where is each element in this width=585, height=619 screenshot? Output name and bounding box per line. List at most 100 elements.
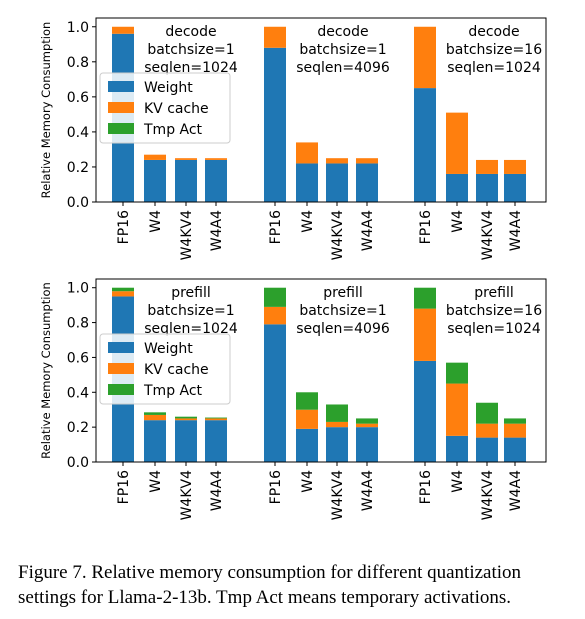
bar-segment xyxy=(414,361,436,462)
bar-segment xyxy=(414,88,436,202)
group-annotation: decode xyxy=(317,24,368,40)
y-axis-label: Relative Memory Consumption xyxy=(39,282,53,459)
bar-segment xyxy=(144,420,166,462)
y-tick-label: 0.0 xyxy=(67,455,89,471)
x-tick-label: FP16 xyxy=(268,210,284,244)
bar-segment xyxy=(356,163,378,202)
bar-segment xyxy=(296,142,318,163)
x-tick-label: FP16 xyxy=(116,210,132,244)
group-annotation: prefill xyxy=(323,285,363,301)
bar-segment xyxy=(144,160,166,202)
bar-segment xyxy=(296,163,318,202)
x-tick-label: W4A4 xyxy=(209,470,225,511)
x-tick-label: W4 xyxy=(450,210,466,233)
legend-label: Tmp Act xyxy=(143,383,203,399)
y-tick-label: 0.2 xyxy=(67,160,89,176)
bar-segment xyxy=(326,422,348,427)
bar-segment xyxy=(205,160,227,202)
bar-segment xyxy=(296,392,318,409)
bar-segment xyxy=(356,424,378,427)
bar-segment xyxy=(264,307,286,324)
x-tick-label: W4A4 xyxy=(508,210,524,251)
bar-segment xyxy=(144,155,166,160)
bar-segment xyxy=(446,113,468,174)
group-annotation: decode xyxy=(165,24,216,40)
bar-segment xyxy=(504,174,526,202)
bar-segment xyxy=(296,429,318,462)
x-tick-label: FP16 xyxy=(418,470,434,504)
x-tick-label: W4 xyxy=(148,470,164,493)
y-tick-label: 0.8 xyxy=(67,55,89,71)
bar-segment xyxy=(144,412,166,415)
figure-charts: 0.0 0.2 0.4 0.6 0.8 1.0 Relative Memory Consum… xyxy=(0,0,585,555)
bar-segment xyxy=(264,48,286,202)
bar-segment xyxy=(296,410,318,429)
bar-segment xyxy=(175,417,197,419)
group-annotation: batchsize=16 xyxy=(446,42,542,58)
bar-segment xyxy=(414,288,436,309)
bar-segment xyxy=(205,158,227,160)
group-annotation: batchsize=1 xyxy=(147,42,234,58)
x-tick-label: W4KV4 xyxy=(179,210,195,261)
group-annotation: prefill xyxy=(171,285,211,301)
y-tick-label: 0.8 xyxy=(67,316,89,332)
group-annotation: seqlen=4096 xyxy=(296,60,390,76)
x-tick-label: W4A4 xyxy=(508,470,524,511)
x-tick-label: W4 xyxy=(300,210,316,233)
x-tick-label: W4 xyxy=(300,470,316,493)
bar-segment xyxy=(264,27,286,48)
x-tick-label: FP16 xyxy=(116,470,132,504)
bar-segment xyxy=(504,418,526,423)
y-tick-label: 0.6 xyxy=(67,350,89,366)
bar-segment xyxy=(175,418,197,420)
bar-segment xyxy=(112,291,134,296)
x-tick-label: W4 xyxy=(148,210,164,233)
bar-segment xyxy=(476,174,498,202)
x-tick-label: W4KV4 xyxy=(480,470,496,521)
bar-segment xyxy=(326,404,348,421)
bar-segment xyxy=(414,309,436,361)
bar-segment xyxy=(205,418,227,419)
bar-segment xyxy=(504,424,526,438)
x-tick-label: W4A4 xyxy=(209,210,225,251)
bar-segment xyxy=(112,288,134,291)
x-tick-label: W4KV4 xyxy=(179,470,195,521)
group-annotation: batchsize=1 xyxy=(299,303,386,319)
bar-segment xyxy=(356,418,378,423)
bar-segment xyxy=(326,163,348,202)
x-tick-label: W4KV4 xyxy=(480,210,496,261)
bar-segment xyxy=(504,438,526,462)
group-annotation: seqlen=1024 xyxy=(447,321,541,337)
legend-label: KV cache xyxy=(144,101,209,117)
bar-segment xyxy=(446,174,468,202)
bar-segment xyxy=(504,160,526,174)
x-tick-label: W4A4 xyxy=(360,470,376,511)
bar-segment xyxy=(356,427,378,462)
y-tick-label: 0.4 xyxy=(67,125,89,141)
group-annotation: seqlen=1024 xyxy=(447,60,541,76)
y-tick-label: 0.4 xyxy=(67,385,89,401)
group-annotation: batchsize=16 xyxy=(446,303,542,319)
bar-segment xyxy=(264,288,286,307)
legend-swatch xyxy=(108,102,134,113)
legend-label: Weight xyxy=(144,80,193,96)
bar-segment xyxy=(264,324,286,462)
legend-label: Weight xyxy=(144,341,193,357)
bar-segment xyxy=(144,415,166,420)
legend-swatch xyxy=(108,81,134,92)
y-tick-label: 1.0 xyxy=(67,281,89,297)
bar-segment xyxy=(326,158,348,163)
figure-caption: Figure 7. Relative memory consumption fo… xyxy=(18,560,578,610)
legend-swatch xyxy=(108,384,134,395)
y-tick-label: 1.0 xyxy=(67,20,89,36)
group-annotation: seqlen=4096 xyxy=(296,321,390,337)
bar-segment xyxy=(446,436,468,462)
y-axis-label: Relative Memory Consumption xyxy=(39,22,53,199)
x-tick-label: FP16 xyxy=(268,470,284,504)
bar-segment xyxy=(476,403,498,424)
y-tick-label: 0.2 xyxy=(67,420,89,436)
bar-segment xyxy=(476,424,498,438)
bar-segment xyxy=(326,427,348,462)
bar-segment xyxy=(476,160,498,174)
group-annotation: batchsize=1 xyxy=(147,303,234,319)
